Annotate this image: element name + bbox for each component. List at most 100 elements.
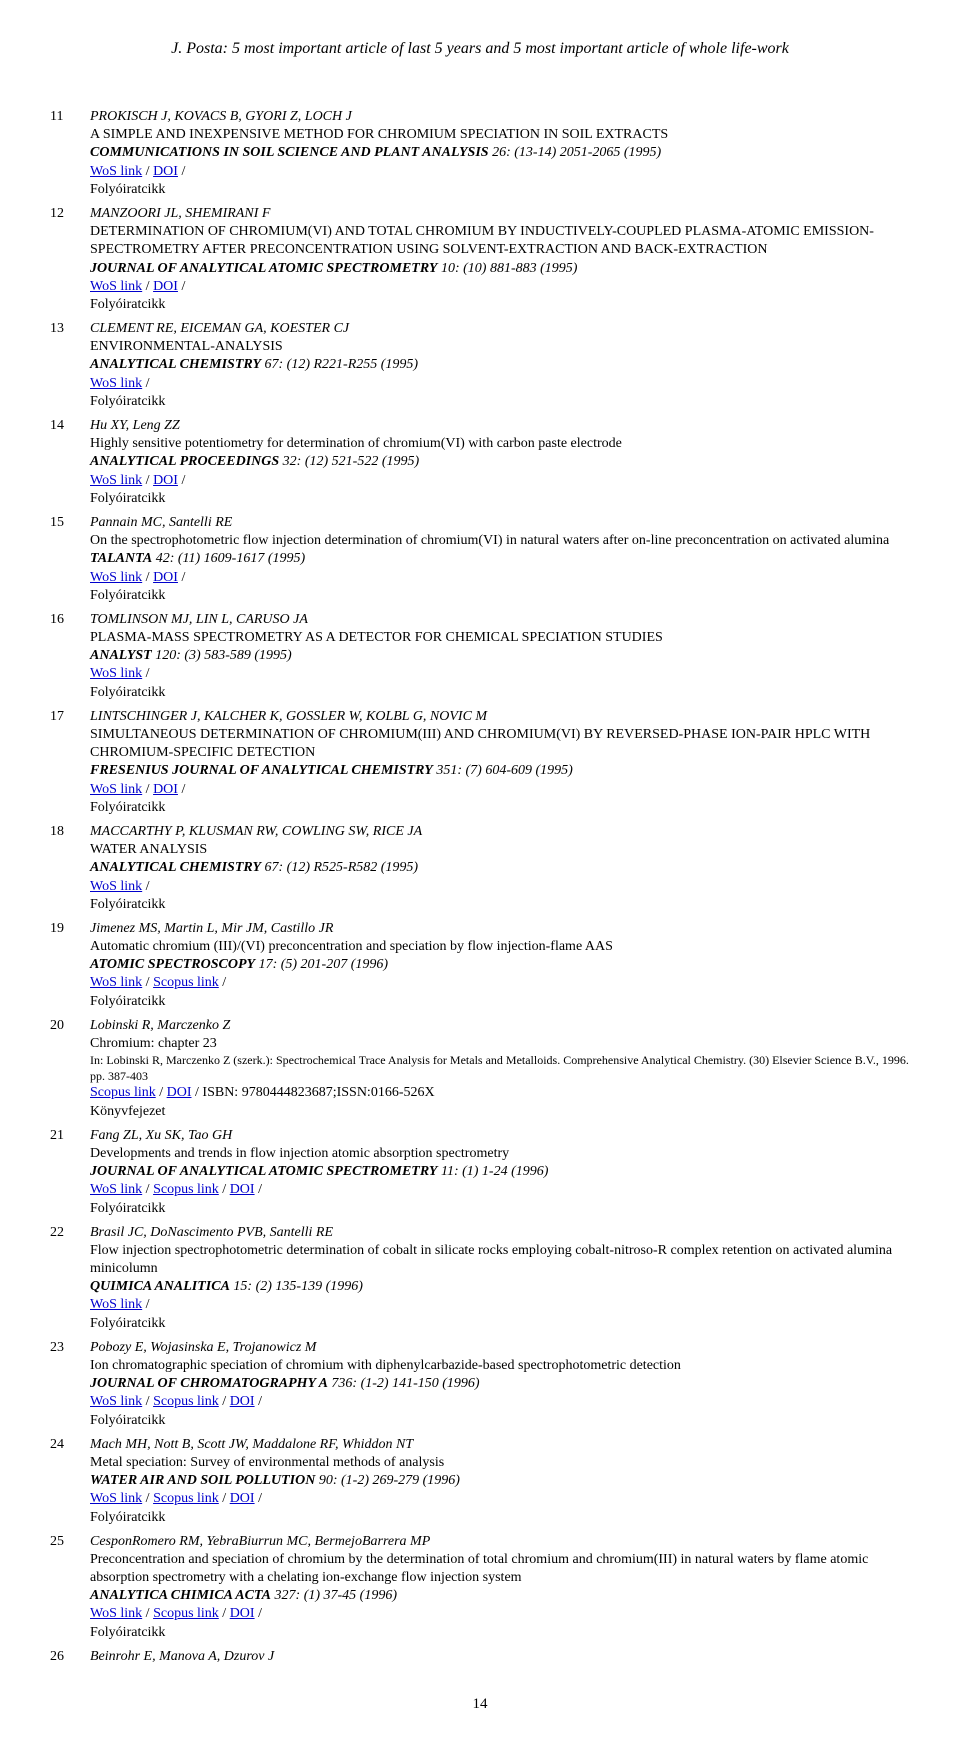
scopus-link[interactable]: Scopus link — [153, 1491, 219, 1506]
wos-link[interactable]: WoS link — [90, 1297, 142, 1312]
scopus-link[interactable]: Scopus link — [153, 1394, 219, 1409]
entry-type: Folyóiratcikk — [90, 1509, 910, 1527]
entry-number: 16 — [50, 611, 90, 702]
entry-body: Pobozy E, Wojasinska E, Trojanowicz MIon… — [90, 1339, 910, 1430]
entry-body: LINTSCHINGER J, KALCHER K, GOSSLER W, KO… — [90, 708, 910, 817]
entry-title: Highly sensitive potentiometry for deter… — [90, 435, 910, 453]
wos-link[interactable]: WoS link — [90, 570, 142, 585]
wos-link[interactable]: WoS link — [90, 376, 142, 391]
entry-links: WoS link / Scopus link / DOI / — [90, 1181, 910, 1199]
citation-entry: 20Lobinski R, Marczenko ZChromium: chapt… — [50, 1017, 910, 1121]
entry-citation: 32: (12) 521-522 (1995) — [279, 454, 419, 469]
entry-number: 12 — [50, 205, 90, 314]
entry-authors: Pannain MC, Santelli RE — [90, 514, 910, 532]
entry-citation: 42: (11) 1609-1617 (1995) — [152, 551, 305, 566]
entry-body: MACCARTHY P, KLUSMAN RW, COWLING SW, RIC… — [90, 823, 910, 914]
entry-journal-name: TALANTA — [90, 551, 152, 566]
entry-journal-name: ANALYTICA CHIMICA ACTA — [90, 1588, 271, 1603]
entry-citation: 67: (12) R221-R255 (1995) — [261, 357, 418, 372]
entry-journal-line: ANALYST 120: (3) 583-589 (1995) — [90, 647, 910, 665]
wos-link[interactable]: WoS link — [90, 473, 142, 488]
wos-link[interactable]: WoS link — [90, 164, 142, 179]
entry-journal-name: JOURNAL OF ANALYTICAL ATOMIC SPECTROMETR… — [90, 1164, 437, 1179]
wos-link[interactable]: WoS link — [90, 879, 142, 894]
wos-link[interactable]: WoS link — [90, 1606, 142, 1621]
entry-body: Beinrohr E, Manova A, Dzurov J — [90, 1648, 910, 1666]
entry-authors: LINTSCHINGER J, KALCHER K, GOSSLER W, KO… — [90, 708, 910, 726]
entry-title: On the spectrophotometric flow injection… — [90, 532, 910, 550]
entry-number: 19 — [50, 920, 90, 1011]
entry-body: PROKISCH J, KOVACS B, GYORI Z, LOCH JA S… — [90, 108, 910, 199]
entry-journal-name: ANALYTICAL CHEMISTRY — [90, 357, 261, 372]
entry-number: 11 — [50, 108, 90, 199]
doi-link[interactable]: DOI — [230, 1394, 255, 1409]
entry-number: 25 — [50, 1533, 90, 1642]
entry-number: 17 — [50, 708, 90, 817]
doi-link[interactable]: DOI — [153, 782, 178, 797]
entry-body: Jimenez MS, Martin L, Mir JM, Castillo J… — [90, 920, 910, 1011]
entry-body: Pannain MC, Santelli REOn the spectropho… — [90, 514, 910, 605]
entry-title: Ion chromatographic speciation of chromi… — [90, 1357, 910, 1375]
entry-body: Brasil JC, DoNascimento PVB, Santelli RE… — [90, 1224, 910, 1333]
entry-citation: 26: (13-14) 2051-2065 (1995) — [489, 145, 662, 160]
entry-number: 26 — [50, 1648, 90, 1666]
entry-type: Könyvfejezet — [90, 1103, 910, 1121]
entry-citation: 15: (2) 135-139 (1996) — [230, 1279, 363, 1294]
citation-entry: 26Beinrohr E, Manova A, Dzurov J — [50, 1648, 910, 1666]
doi-link[interactable]: DOI — [153, 570, 178, 585]
doi-link[interactable]: DOI — [167, 1085, 192, 1100]
entry-links: WoS link / — [90, 665, 910, 683]
wos-link[interactable]: WoS link — [90, 666, 142, 681]
citation-entry: 25CesponRomero RM, YebraBiurrun MC, Berm… — [50, 1533, 910, 1642]
doi-link[interactable]: DOI — [153, 279, 178, 294]
entry-body: CesponRomero RM, YebraBiurrun MC, Bermej… — [90, 1533, 910, 1642]
entry-authors: Mach MH, Nott B, Scott JW, Maddalone RF,… — [90, 1436, 910, 1454]
entry-journal-line: FRESENIUS JOURNAL OF ANALYTICAL CHEMISTR… — [90, 762, 910, 780]
doi-link[interactable]: DOI — [153, 164, 178, 179]
wos-link[interactable]: WoS link — [90, 1182, 142, 1197]
scopus-link[interactable]: Scopus link — [153, 1182, 219, 1197]
scopus-link[interactable]: Scopus link — [153, 1606, 219, 1621]
entry-body: Hu XY, Leng ZZHighly sensitive potentiom… — [90, 417, 910, 508]
entry-authors: Brasil JC, DoNascimento PVB, Santelli RE — [90, 1224, 910, 1242]
wos-link[interactable]: WoS link — [90, 782, 142, 797]
doi-link[interactable]: DOI — [153, 473, 178, 488]
entry-journal-line: ANALYTICA CHIMICA ACTA 327: (1) 37-45 (1… — [90, 1587, 910, 1605]
entry-journal-line: JOURNAL OF CHROMATOGRAPHY A 736: (1-2) 1… — [90, 1375, 910, 1393]
wos-link[interactable]: WoS link — [90, 279, 142, 294]
entry-links: WoS link / — [90, 375, 910, 393]
entry-citation: 11: (1) 1-24 (1996) — [437, 1164, 548, 1179]
entry-title: Metal speciation: Survey of environmenta… — [90, 1454, 910, 1472]
entry-journal-name: QUIMICA ANALITICA — [90, 1279, 230, 1294]
entry-links: WoS link / Scopus link / DOI / — [90, 1605, 910, 1623]
entry-links: WoS link / Scopus link / DOI / — [90, 1490, 910, 1508]
wos-link[interactable]: WoS link — [90, 975, 142, 990]
entry-authors: PROKISCH J, KOVACS B, GYORI Z, LOCH J — [90, 108, 910, 126]
entry-number: 24 — [50, 1436, 90, 1527]
entry-journal-line: ANALYTICAL PROCEEDINGS 32: (12) 521-522 … — [90, 453, 910, 471]
entry-links: WoS link / DOI / — [90, 278, 910, 296]
entry-journal-name: JOURNAL OF ANALYTICAL ATOMIC SPECTROMETR… — [90, 261, 437, 276]
wos-link[interactable]: WoS link — [90, 1491, 142, 1506]
entry-journal-line: COMMUNICATIONS IN SOIL SCIENCE AND PLANT… — [90, 144, 910, 162]
entry-journal-line: QUIMICA ANALITICA 15: (2) 135-139 (1996) — [90, 1278, 910, 1296]
entry-authors: MANZOORI JL, SHEMIRANI F — [90, 205, 910, 223]
scopus-link[interactable]: Scopus link — [90, 1085, 156, 1100]
entry-type: Folyóiratcikk — [90, 393, 910, 411]
wos-link[interactable]: WoS link — [90, 1394, 142, 1409]
entry-title: PLASMA-MASS SPECTROMETRY AS A DETECTOR F… — [90, 629, 910, 647]
entry-type: Folyóiratcikk — [90, 1412, 910, 1430]
doi-link[interactable]: DOI — [230, 1182, 255, 1197]
doi-link[interactable]: DOI — [230, 1606, 255, 1621]
entry-links: WoS link / DOI / — [90, 781, 910, 799]
entry-journal-line: TALANTA 42: (11) 1609-1617 (1995) — [90, 550, 910, 568]
entry-number: 18 — [50, 823, 90, 914]
doi-link[interactable]: DOI — [230, 1491, 255, 1506]
entry-authors: Beinrohr E, Manova A, Dzurov J — [90, 1648, 910, 1666]
entry-type: Folyóiratcikk — [90, 296, 910, 314]
scopus-link[interactable]: Scopus link — [153, 975, 219, 990]
entry-type: Folyóiratcikk — [90, 1200, 910, 1218]
entry-title: ENVIRONMENTAL-ANALYSIS — [90, 338, 910, 356]
entry-type: Folyóiratcikk — [90, 181, 910, 199]
entry-citation: 736: (1-2) 141-150 (1996) — [328, 1376, 480, 1391]
